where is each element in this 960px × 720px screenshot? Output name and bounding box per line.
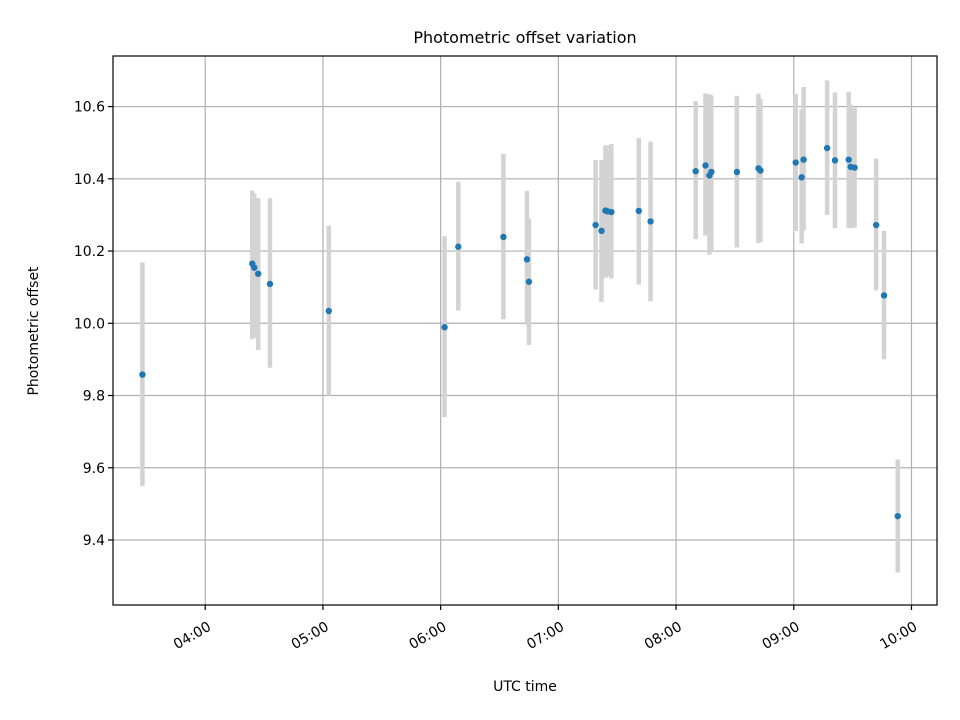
grid-layer (113, 56, 937, 605)
y-tick-label: 10.2 (74, 244, 105, 260)
data-point (592, 221, 599, 229)
data-point (798, 174, 805, 181)
data-point (757, 167, 764, 174)
data-point (254, 270, 262, 277)
x-tick-label: 05:00 (289, 619, 332, 653)
y-tick-label: 10.6 (74, 100, 105, 116)
data-point (792, 159, 799, 166)
x-tick-label: 07:00 (524, 619, 567, 653)
data-point (608, 208, 615, 216)
x-tick-label: 04:00 (171, 619, 214, 653)
data-point (598, 227, 605, 235)
data-point (894, 512, 901, 520)
data-point (266, 280, 274, 288)
data-point (800, 156, 807, 163)
data-point (692, 168, 699, 175)
y-tick-label: 9.6 (83, 461, 105, 477)
y-tick-label: 9.4 (83, 533, 105, 549)
chart-title: Photometric offset variation (413, 28, 636, 47)
y-tick-label: 10.4 (74, 172, 105, 188)
data-point (500, 233, 507, 241)
data-point (441, 324, 448, 331)
data-point (880, 292, 888, 299)
x-tick-label: 06:00 (406, 619, 449, 653)
data-point (139, 371, 146, 378)
data-point (845, 156, 852, 163)
y-tick-label: 10.0 (74, 316, 105, 332)
data-point (647, 218, 654, 225)
data-point (525, 278, 533, 285)
data-point (851, 164, 858, 171)
y-axis-label: Photometric offset (26, 266, 42, 396)
y-tick-label: 9.8 (83, 389, 105, 405)
data-point (325, 307, 333, 315)
x-tick-label: 08:00 (642, 619, 685, 653)
data-point (455, 243, 462, 250)
data-points (139, 144, 901, 520)
data-point (523, 256, 531, 263)
data-point (733, 168, 741, 176)
data-point (702, 162, 709, 169)
x-tick-label: 09:00 (760, 619, 803, 653)
data-point (823, 144, 831, 152)
data-point (708, 168, 715, 176)
data-point (831, 157, 839, 164)
x-tick-label: 10:00 (877, 619, 920, 653)
x-axis-label: UTC time (493, 679, 557, 695)
data-point (251, 264, 258, 271)
data-point (635, 207, 642, 215)
data-point (872, 221, 880, 229)
plot-frame (112, 55, 938, 606)
error-bars (140, 80, 901, 573)
